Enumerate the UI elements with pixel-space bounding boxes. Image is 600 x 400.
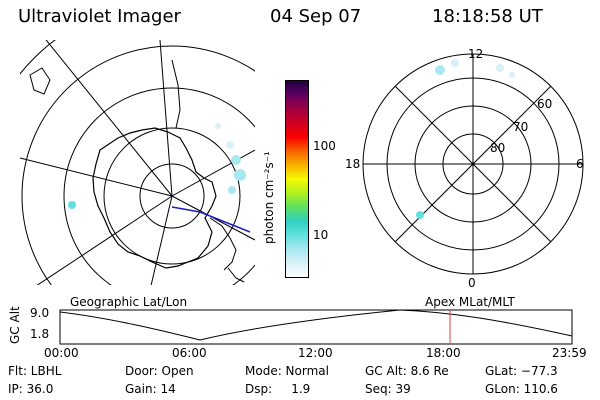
aurora-spot — [231, 155, 241, 165]
colorbar-tick-100: 100 — [313, 139, 336, 153]
coastline — [92, 127, 217, 269]
status-gc-alt: GC Alt: 8.6 Re — [365, 364, 449, 378]
aurora-emission-mlt — [416, 59, 515, 219]
lat-circle-5 — [20, 40, 56, 75]
satellite-track — [171, 206, 251, 233]
altitude-frame — [59, 309, 573, 345]
colorbar — [285, 80, 309, 278]
lat-circle-4 — [21, 45, 255, 285]
status-glon: GLon: 110.6 — [485, 382, 558, 396]
meridian — [171, 149, 255, 197]
meridian — [20, 157, 173, 197]
mlt-label-0: 0 — [468, 276, 476, 290]
mlt-dial — [362, 53, 584, 275]
geographic-caption: Geographic Lat/Lon — [70, 295, 188, 309]
mlt-label-12: 12 — [468, 47, 484, 61]
aurora-spot — [226, 141, 234, 149]
time-tick-1200: 12:00 — [298, 346, 333, 360]
apex-caption: Apex MLat/MLT — [425, 295, 515, 309]
aurora-spot — [228, 186, 236, 194]
status-gain: Gain: 14 — [125, 382, 176, 396]
status-filter: Flt: LBHL — [8, 364, 62, 378]
aurora-spot — [451, 59, 459, 67]
gc-alt-axis-label: GC Alt — [8, 306, 22, 344]
coastline — [227, 267, 245, 283]
lat-circle-2 — [103, 127, 241, 265]
mlat-label-80: 80 — [490, 141, 506, 155]
mlat-label-60: 60 — [537, 97, 553, 111]
aurora-spot — [435, 65, 445, 75]
aurora-spot — [68, 201, 76, 209]
status-seq: Seq: 39 — [365, 382, 411, 396]
status-glat: GLat: −77.3 — [485, 364, 558, 378]
lat-circle-3 — [63, 87, 255, 285]
lat-circle-1 — [139, 163, 205, 229]
instrument-title: Ultraviolet Imager — [18, 6, 181, 27]
aurora-spot — [215, 123, 221, 129]
time-tick-2359: 23:59 — [552, 346, 587, 360]
colorbar-unit-label: photon cm⁻²s⁻¹ — [262, 151, 276, 244]
altitude-curve — [59, 309, 573, 341]
mlt-label-6: 6 — [576, 157, 584, 171]
time-tick-0600: 06:00 — [172, 346, 207, 360]
date-label: 04 Sep 07 — [270, 6, 362, 27]
aurora-spot — [496, 64, 504, 72]
coastline — [29, 67, 51, 95]
meridian — [36, 195, 173, 285]
altitude-plot — [59, 309, 573, 345]
aurora-emission — [68, 123, 246, 209]
meridian — [150, 195, 173, 285]
time-tick-0000: 00:00 — [44, 346, 79, 360]
coastline — [171, 59, 181, 129]
time-label: 18:18:58 UT — [432, 6, 543, 27]
alt-tick-high: 9.0 — [30, 306, 50, 320]
status-door: Door: Open — [125, 364, 194, 378]
mlt-label-18: 18 — [345, 157, 361, 171]
status-mode: Mode: Normal — [245, 364, 329, 378]
aurora-spot — [234, 169, 246, 181]
mlat-label-70: 70 — [513, 120, 529, 134]
meridian — [159, 40, 173, 197]
status-dsp: Dsp: 1.9 — [245, 382, 311, 396]
aurora-spot — [416, 211, 424, 219]
aurora-spot — [509, 72, 515, 78]
alt-tick-low: 1.8 — [30, 327, 50, 341]
colorbar-tick-10: 10 — [313, 228, 329, 242]
meridian — [45, 40, 173, 197]
status-ip: IP: 36.0 — [8, 382, 54, 396]
coastline — [209, 217, 237, 271]
time-tick-1800: 18:00 — [426, 346, 461, 360]
